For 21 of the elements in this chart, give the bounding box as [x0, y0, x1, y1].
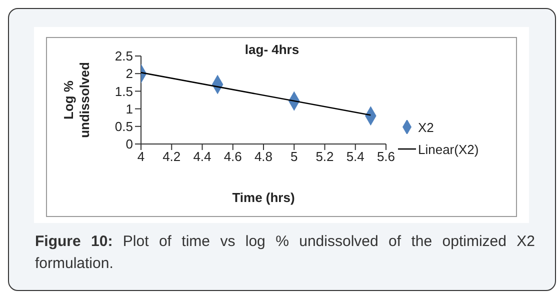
x-tick-label: 5.6: [376, 149, 396, 164]
y-tick-label: 0.5: [114, 119, 133, 134]
y-tick-label: 1.5: [114, 84, 133, 99]
x-tick-label: 4: [137, 149, 145, 164]
x-axis-title: Time (hrs): [232, 190, 295, 205]
x-tick-label: 5.4: [346, 149, 364, 164]
chart-title: lag- 4hrs: [244, 42, 300, 57]
y-tick-label: 1: [126, 101, 133, 116]
y-axis-title: Log % undissolved: [61, 62, 92, 138]
y-tick-label: 2.5: [114, 48, 133, 64]
y-tick-label: 0: [126, 136, 133, 152]
y-tick-label: 2: [126, 66, 133, 82]
caption: Figure 10:: [35, 233, 113, 250]
x-tick-label: 4.8: [254, 149, 273, 164]
x-tick-label: 5: [290, 149, 298, 164]
legend-label: X2: [418, 120, 434, 134]
x-tick-label: 4.6: [224, 149, 242, 164]
x-tick-label: 4.2: [162, 149, 181, 164]
x-tick-label: 5.2: [316, 149, 334, 164]
legend-label: Linear(X2): [418, 142, 479, 156]
x-tick-label: 4.4: [193, 149, 212, 164]
